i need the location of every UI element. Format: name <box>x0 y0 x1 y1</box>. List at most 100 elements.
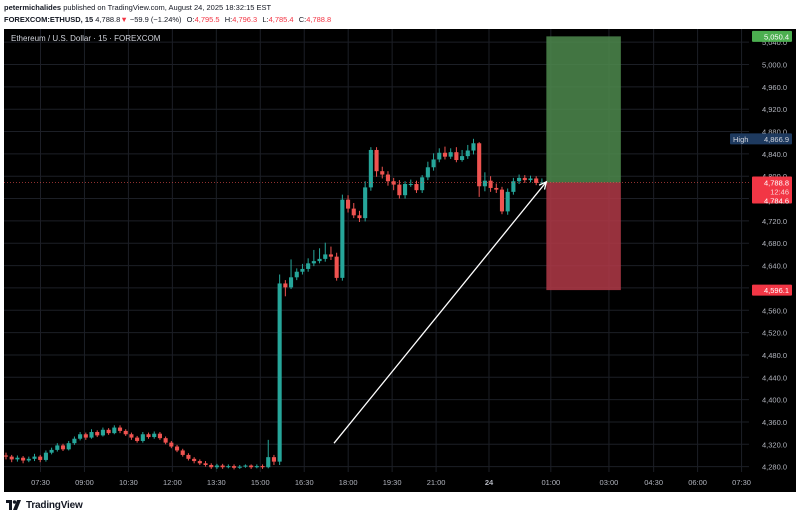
countdown-label: 12:46 <box>770 187 789 196</box>
y-tick-label: 4,920.0 <box>762 105 787 114</box>
candle-body <box>26 458 31 461</box>
candle-body <box>100 429 105 436</box>
candle-body <box>460 156 465 161</box>
x-tick-label: 24 <box>485 478 494 487</box>
candle-body <box>283 283 288 288</box>
y-tick-label: 4,560.0 <box>762 306 787 315</box>
y-tick-label: 4,480.0 <box>762 351 787 360</box>
candle-body <box>499 189 505 212</box>
close-label: C: <box>298 15 307 24</box>
candle-body <box>180 450 185 455</box>
x-tick-label: 16:30 <box>295 478 314 487</box>
y-tick-label: 4,880.0 <box>762 128 787 137</box>
candle-body <box>420 177 425 191</box>
candle-body <box>397 184 402 196</box>
x-tick-label: 03:00 <box>600 478 619 487</box>
trend-arrow-line[interactable] <box>333 181 547 444</box>
candle-body <box>494 187 499 190</box>
candle-body <box>174 446 180 451</box>
high-value: 4,796.3 <box>232 15 258 24</box>
x-tick-label: 21:00 <box>427 478 446 487</box>
candle-body <box>192 458 197 462</box>
publish-info: petermichalides published on TradingView… <box>4 2 796 13</box>
candle-body <box>32 456 37 459</box>
candle-body <box>95 432 100 436</box>
candle-body <box>391 181 396 185</box>
candle-body <box>488 180 493 188</box>
candle-body <box>300 268 305 272</box>
candle-body <box>454 152 459 161</box>
candle-body <box>203 463 208 465</box>
loss-zone[interactable] <box>546 182 621 291</box>
low-label: L: <box>262 15 269 24</box>
stop-price-label-bg <box>752 284 792 296</box>
current-price-label: 4,788.8 <box>764 178 789 187</box>
candle-body <box>78 434 83 439</box>
candle-body <box>43 452 48 460</box>
last-price: 4,788.8 <box>95 15 121 24</box>
candle-body <box>340 199 345 278</box>
candle-body <box>385 174 391 182</box>
candle-body <box>66 443 71 450</box>
overlay <box>4 180 749 444</box>
candle-body <box>152 433 157 438</box>
candle-body <box>271 457 276 462</box>
high-value-label: 4,866.9 <box>764 135 789 144</box>
candle-body <box>408 184 413 186</box>
open-label: O: <box>186 15 195 24</box>
candle-body <box>55 445 60 450</box>
time-axis[interactable]: 07:30 09:00 10:30 12:00 13:30 15:00 16:30 18:00… <box>31 478 751 487</box>
price-change: −59.9 (−1.24%) <box>129 15 182 24</box>
y-tick-label: 5,000.0 <box>762 61 787 70</box>
tradingview-footer: TradingView <box>6 496 83 514</box>
candle-body <box>186 454 191 459</box>
low-value: 4,785.4 <box>268 15 294 24</box>
profit-zone[interactable] <box>546 36 621 183</box>
y-tick-label: 4,440.0 <box>762 373 787 382</box>
candle-body <box>374 149 379 172</box>
author-name[interactable]: petermichalides <box>4 3 62 12</box>
x-tick-label: 12:00 <box>163 478 182 487</box>
y-tick-label: 4,640.0 <box>762 262 787 271</box>
candle-body <box>477 143 482 187</box>
candle-body <box>214 465 219 468</box>
y-tick-label: 4,360.0 <box>762 418 787 427</box>
candle-body <box>72 438 77 444</box>
price-axis[interactable]: 5,040.0 5,000.0 4,960.0 4,920.0 4,880.0 4,840… <box>730 30 792 472</box>
y-tick-label: 4,320.0 <box>762 440 787 449</box>
x-tick-label: 01:00 <box>541 478 560 487</box>
candle-body <box>266 457 271 468</box>
candle-body <box>317 258 322 262</box>
candle-body <box>288 277 294 288</box>
candle-body <box>60 445 66 450</box>
open-value: 4,795.5 <box>194 15 220 24</box>
candle-body <box>220 465 225 468</box>
candle-body <box>140 434 145 441</box>
x-tick-label: 07:30 <box>31 478 50 487</box>
candlestick-chart[interactable]: 5,040.0 5,000.0 4,960.0 4,920.0 4,880.0 4,840… <box>4 29 796 492</box>
symbol-label: FOREXCOM:ETHUSD, 15 <box>4 15 94 24</box>
candle-body <box>311 261 316 264</box>
candle-body <box>403 184 408 196</box>
trend-arrow-head-icon <box>538 180 548 190</box>
candle-body <box>15 457 20 460</box>
chart-area[interactable]: 5,040.0 5,000.0 4,960.0 4,920.0 4,880.0 4,840… <box>4 29 796 492</box>
symbol-ohlc: FOREXCOM:ETHUSD, 15 4,788.8▼ −59.9 (−1.2… <box>4 13 796 26</box>
x-tick-label: 04:30 <box>644 478 663 487</box>
x-tick-label: 10:30 <box>119 478 138 487</box>
candle-body <box>363 187 368 219</box>
candle-body <box>49 449 54 453</box>
tradingview-logo-icon <box>6 500 21 510</box>
candle-body <box>528 178 533 181</box>
candle-body <box>260 466 265 468</box>
candle-body <box>197 461 202 464</box>
candle-body <box>83 434 88 438</box>
y-tick-label: 4,520.0 <box>762 329 787 338</box>
candle-body <box>368 149 373 188</box>
tradingview-brand[interactable]: TradingView <box>26 499 83 511</box>
x-tick-label: 07:30 <box>732 478 751 487</box>
candle-body <box>334 256 339 278</box>
candle-body <box>169 442 174 447</box>
candle-body <box>112 427 117 434</box>
position-tool[interactable] <box>546 36 621 291</box>
